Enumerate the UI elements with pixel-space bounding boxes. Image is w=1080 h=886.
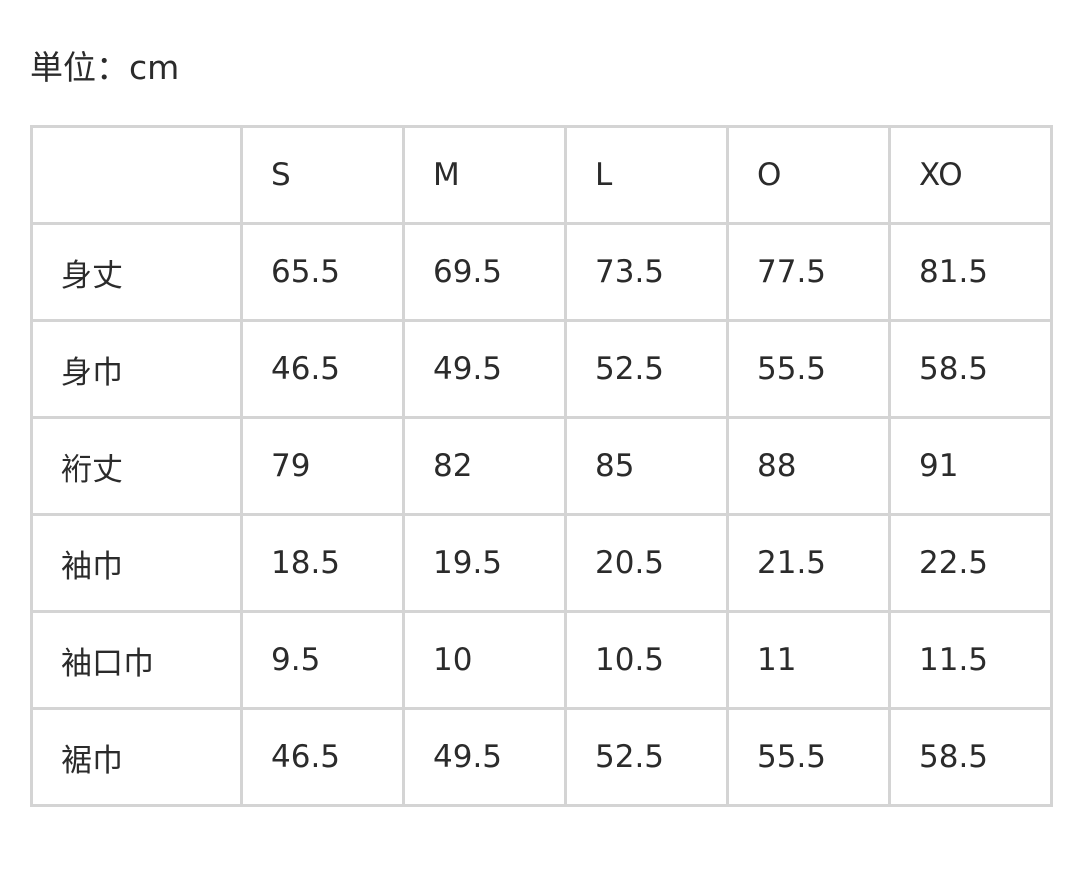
row-label: 裄丈 [30,416,243,516]
row-label: 身丈 [30,222,243,322]
header-cell-size: M [402,125,567,225]
measurement-cell: 81.5 [888,222,1053,322]
measurement-cell: 65.5 [240,222,405,322]
table-row: 袖口巾 9.5 10 10.5 11 11.5 [30,610,1053,710]
measurement-cell: 58.5 [888,319,1053,419]
row-label: 袖巾 [30,513,243,613]
measurement-cell: 19.5 [402,513,567,613]
measurement-cell: 10 [402,610,567,710]
header-cell-size: S [240,125,405,225]
measurement-cell: 46.5 [240,319,405,419]
measurement-cell: 88 [726,416,891,516]
measurement-cell: 11 [726,610,891,710]
row-label: 身巾 [30,319,243,419]
measurement-cell: 11.5 [888,610,1053,710]
header-cell-size: O [726,125,891,225]
measurement-cell: 52.5 [564,319,729,419]
header-row: S M L O XO [30,125,1053,225]
unit-label: 単位：cm [30,48,180,87]
measurement-cell: 22.5 [888,513,1053,613]
measurement-cell: 49.5 [402,319,567,419]
measurement-cell: 91 [888,416,1053,516]
table-row: 裄丈 79 82 85 88 91 [30,416,1053,516]
measurement-cell: 10.5 [564,610,729,710]
table-row: 袖巾 18.5 19.5 20.5 21.5 22.5 [30,513,1053,613]
measurement-cell: 55.5 [726,707,891,807]
table-row: 身丈 65.5 69.5 73.5 77.5 81.5 [30,222,1053,322]
header-corner-cell [30,125,243,225]
size-table: S M L O XO 身丈 65.5 69.5 73.5 77.5 81.5 身巾 46.5 49.5 52… [30,125,1053,807]
measurement-cell: 52.5 [564,707,729,807]
measurement-cell: 55.5 [726,319,891,419]
header-cell-size: XO [888,125,1053,225]
measurement-cell: 77.5 [726,222,891,322]
row-label: 裾巾 [30,707,243,807]
header-cell-size: L [564,125,729,225]
table-row: 身巾 46.5 49.5 52.5 55.5 58.5 [30,319,1053,419]
measurement-cell: 46.5 [240,707,405,807]
row-label: 袖口巾 [30,610,243,710]
measurement-cell: 49.5 [402,707,567,807]
measurement-cell: 85 [564,416,729,516]
measurement-cell: 18.5 [240,513,405,613]
table-row: 裾巾 46.5 49.5 52.5 55.5 58.5 [30,707,1053,807]
measurement-cell: 21.5 [726,513,891,613]
measurement-cell: 79 [240,416,405,516]
measurement-cell: 73.5 [564,222,729,322]
measurement-cell: 69.5 [402,222,567,322]
measurement-cell: 9.5 [240,610,405,710]
measurement-cell: 82 [402,416,567,516]
measurement-cell: 20.5 [564,513,729,613]
measurement-cell: 58.5 [888,707,1053,807]
